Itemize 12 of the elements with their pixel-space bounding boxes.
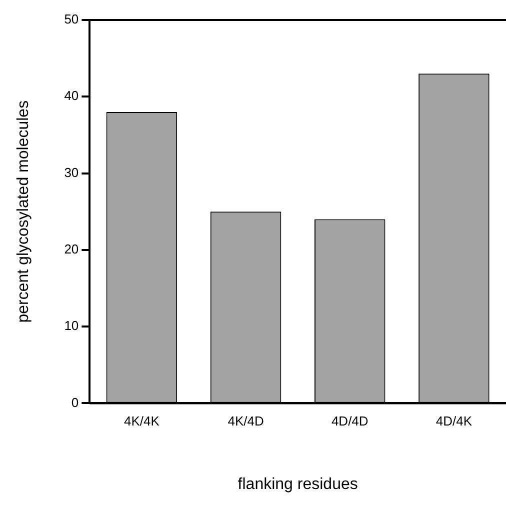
x-tick-label: 4D/4D xyxy=(331,414,368,429)
y-tick-label: 50 xyxy=(64,12,79,27)
y-tick-label: 30 xyxy=(64,164,79,180)
x-tick-label: 4K/4K xyxy=(124,414,160,429)
y-tick-label: 40 xyxy=(64,88,79,104)
y-axis-title: percent glycosylated molecules xyxy=(15,100,32,323)
y-tick-label: 20 xyxy=(64,242,79,256)
x-axis-title: flanking residues xyxy=(238,476,358,493)
x-tick-label: 4K/4D xyxy=(228,414,264,429)
y-tick-label: 0 xyxy=(71,394,79,410)
x-tick-label: 4D/4K xyxy=(436,414,472,429)
y-tick-label: 10 xyxy=(64,318,79,334)
